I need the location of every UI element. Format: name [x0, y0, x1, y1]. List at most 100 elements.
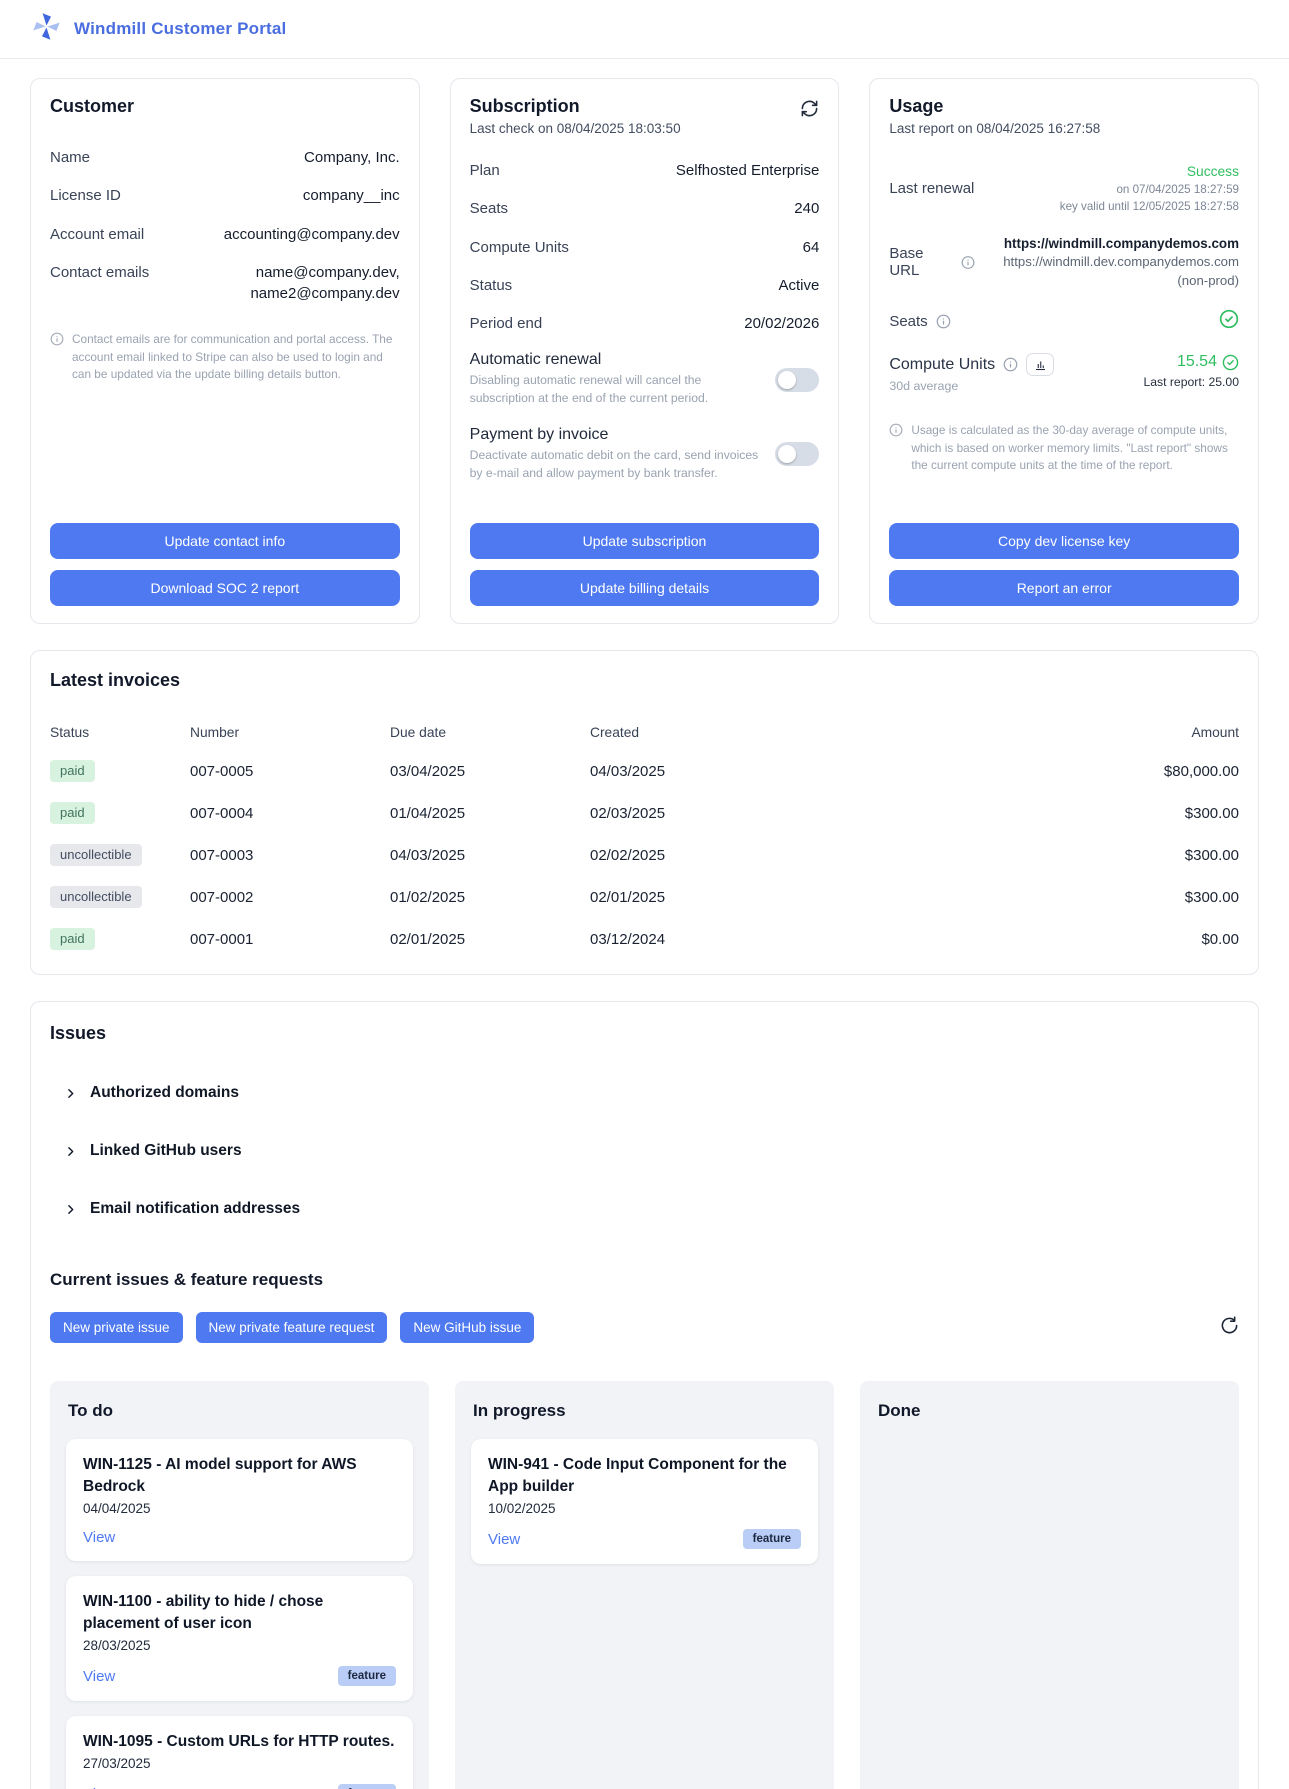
info-icon: [50, 333, 64, 346]
subscription-last-check: Last check on 08/04/2025 18:03:50: [469, 121, 681, 136]
seats-row: Seats 240: [469, 200, 820, 218]
info-icon: [889, 423, 903, 437]
toggle-label: Automatic renewal: [469, 351, 602, 369]
key-valid-until: key valid until 12/05/2025 18:27:58: [1059, 199, 1239, 213]
chevron-right-icon: [68, 1204, 74, 1214]
refresh-issues-icon[interactable]: [1220, 1315, 1239, 1340]
current-issues-title: Current issues & feature requests: [50, 1270, 324, 1289]
plan-row: Plan Selfhosted Enterprise: [469, 162, 820, 179]
info-icon[interactable]: [936, 314, 951, 329]
new-github-issue-button[interactable]: New GitHub issue: [400, 1312, 535, 1343]
chevron-right-icon: [68, 1146, 74, 1156]
board-column-in-progress: In progress WIN-941 - Code Input Compone…: [455, 1381, 834, 1789]
account-email-row: Account email accounting@company.dev: [50, 224, 400, 245]
new-private-issue-button[interactable]: New private issue: [50, 1312, 183, 1343]
invoices-header-row: Status Number Due date Created Amount: [50, 725, 1239, 750]
issue-card: WIN-1125 - AI model support for AWS Bedr…: [66, 1439, 413, 1561]
status-badge: uncollectible: [50, 886, 142, 908]
automatic-renewal-setting: Automatic renewal Disabling automatic re…: [470, 351, 820, 407]
invoice-row: paid 007-0005 03/04/2025 04/03/2025 $80,…: [50, 750, 1239, 792]
view-link[interactable]: View: [83, 1529, 116, 1546]
new-private-feature-request-button[interactable]: New private feature request: [195, 1312, 388, 1343]
base-url-nonprod: https://windmill.dev.companydemos.com (n…: [1003, 254, 1239, 288]
field-value: company__inc: [302, 187, 400, 205]
download-soc2-report-button[interactable]: Download SOC 2 report: [50, 570, 400, 606]
toggle-description: Disabling automatic renewal will cancel …: [469, 373, 709, 406]
issue-card: WIN-1095 - Custom URLs for HTTP routes. …: [66, 1716, 413, 1789]
info-icon[interactable]: [961, 255, 975, 270]
check-circle-icon: [1219, 309, 1239, 334]
latest-invoices-title: Latest invoices: [50, 670, 181, 690]
usage-last-report: Last report on 08/04/2025 16:27:58: [889, 121, 1101, 136]
period-end-row: Period end 20/02/2026: [469, 315, 820, 333]
field-label: Name: [50, 149, 91, 166]
column-title: Done: [878, 1401, 921, 1420]
customer-note: Contact emails are for communication and…: [50, 331, 400, 383]
view-link[interactable]: View: [83, 1786, 115, 1789]
base-url-prod: https://windmill.companydemos.com: [1003, 235, 1239, 251]
compute-units-row: Compute Units 64: [469, 238, 820, 256]
status-badge: paid: [50, 802, 95, 824]
view-link[interactable]: View: [83, 1667, 116, 1685]
field-value: name@company.dev, name2@company.dev: [250, 263, 400, 303]
subscription-card-title: Subscription: [469, 96, 580, 116]
toggle-description: Deactivate automatic debit on the card, …: [469, 447, 759, 480]
usage-note: Usage is calculated as the 30-day averag…: [889, 422, 1239, 474]
status-badge: paid: [50, 928, 95, 950]
issue-card: WIN-941 - Code Input Component for the A…: [471, 1439, 818, 1564]
issues-board: To do WIN-1125 - AI model support for AW…: [50, 1381, 1239, 1789]
bar-chart-icon[interactable]: [1026, 353, 1055, 377]
board-column-todo: To do WIN-1125 - AI model support for AW…: [50, 1381, 429, 1789]
linked-github-users-section[interactable]: Linked GitHub users: [64, 1142, 1239, 1160]
issue-card: WIN-1100 - ability to hide / chose place…: [66, 1576, 413, 1701]
compute-units-value: 15.54: [1176, 353, 1217, 371]
invoice-row: paid 007-0004 01/04/2025 02/03/2025 $300…: [50, 792, 1239, 834]
field-value: accounting@company.dev: [223, 225, 400, 243]
feature-badge: feature: [742, 1529, 801, 1549]
usage-compute-units-row: Compute Units 30d average 15.54 Last rep…: [889, 353, 1239, 394]
field-label: Account email: [50, 225, 145, 243]
board-column-done: Done: [860, 1381, 1239, 1789]
info-icon[interactable]: [1003, 357, 1018, 372]
renewal-date: on 07/04/2025 18:27:59: [1116, 183, 1239, 196]
usage-card-title: Usage: [889, 96, 944, 116]
compute-units-last-report: Last report: 25.00: [1143, 375, 1239, 390]
email-notification-addresses-section[interactable]: Email notification addresses: [64, 1200, 1239, 1218]
invoice-row: paid 007-0001 02/01/2025 03/12/2024 $0.0…: [50, 918, 1239, 960]
app-header: Windmill Customer Portal: [0, 0, 1289, 59]
page-title: Windmill Customer Portal: [74, 19, 287, 38]
payment-by-invoice-toggle[interactable]: [775, 442, 820, 467]
refresh-icon[interactable]: [800, 99, 819, 123]
column-header: Created: [590, 725, 640, 740]
column-header: Amount: [1191, 725, 1239, 740]
customer-card: Customer Name Company, Inc. License ID c…: [30, 78, 420, 624]
update-billing-details-button[interactable]: Update billing details: [469, 570, 820, 606]
column-title: In progress: [473, 1401, 566, 1420]
usage-seats-row: Seats: [889, 309, 1239, 334]
latest-invoices-card: Latest invoices Status Number Due date C…: [30, 650, 1259, 975]
report-an-error-button[interactable]: Report an error: [889, 570, 1239, 606]
view-link[interactable]: View: [488, 1530, 521, 1548]
copy-dev-license-key-button[interactable]: Copy dev license key: [889, 523, 1239, 559]
status-badge: uncollectible: [50, 844, 142, 866]
usage-card: Usage Last report on 08/04/2025 16:27:58…: [869, 78, 1259, 624]
authorized-domains-section[interactable]: Authorized domains: [64, 1084, 1239, 1102]
column-header: Due date: [390, 725, 446, 740]
compute-units-sublabel: 30d average: [889, 379, 959, 394]
feature-badge: feature: [337, 1666, 396, 1686]
summary-cards-row: Customer Name Company, Inc. License ID c…: [30, 78, 1259, 624]
base-url-row: Base URL https://windmill.companydemos.c…: [889, 235, 1239, 291]
license-id-row: License ID company__inc: [50, 185, 400, 206]
customer-card-title: Customer: [50, 96, 135, 116]
update-contact-info-button[interactable]: Update contact info: [50, 523, 400, 559]
check-circle-icon: [1222, 354, 1239, 371]
field-label: Contact emails: [50, 263, 150, 281]
field-label: License ID: [50, 187, 121, 205]
column-title: To do: [68, 1401, 113, 1420]
status-badge: paid: [50, 760, 95, 782]
update-subscription-button[interactable]: Update subscription: [469, 523, 820, 559]
feature-badge: feature: [337, 1784, 396, 1789]
invoices-table: Status Number Due date Created Amount pa…: [50, 725, 1239, 960]
automatic-renewal-toggle[interactable]: [775, 367, 820, 392]
renewal-status: Success: [1186, 164, 1239, 179]
